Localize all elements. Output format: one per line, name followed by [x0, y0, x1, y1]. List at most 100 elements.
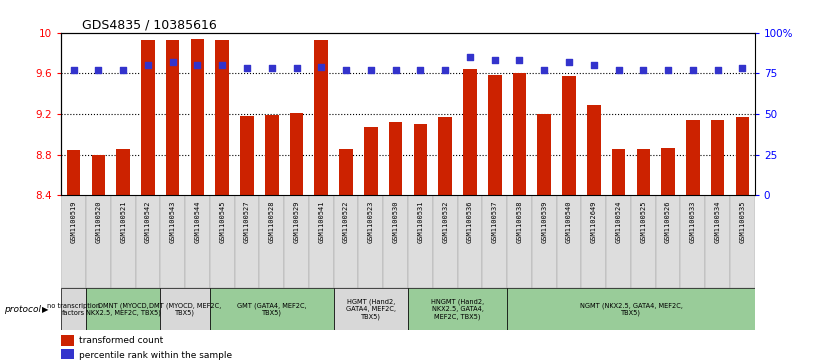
Text: GSM1100543: GSM1100543	[170, 200, 175, 242]
Bar	[661, 148, 675, 195]
Text: DMNT (MYOCD,
NKX2.5, MEF2C, TBX5): DMNT (MYOCD, NKX2.5, MEF2C, TBX5)	[86, 302, 161, 317]
Text: GSM1100545: GSM1100545	[220, 200, 225, 242]
Bar	[61, 289, 86, 330]
Point	[67, 67, 80, 73]
Bar	[681, 195, 705, 289]
Bar	[61, 349, 73, 359]
Bar	[240, 116, 254, 195]
Point	[117, 67, 130, 73]
Bar	[86, 195, 111, 289]
Bar	[185, 195, 210, 289]
Point	[92, 67, 105, 73]
Text: GSM1100538: GSM1100538	[517, 200, 522, 242]
Point	[215, 62, 228, 68]
Point	[141, 62, 154, 68]
Point	[736, 66, 749, 72]
Point	[612, 67, 625, 73]
Bar	[463, 69, 477, 195]
Bar	[67, 150, 81, 195]
Bar	[507, 289, 755, 330]
Bar	[235, 195, 259, 289]
Bar	[587, 105, 601, 195]
Point	[389, 67, 402, 73]
Bar	[488, 76, 502, 195]
Bar	[334, 289, 408, 330]
Text: GSM1100536: GSM1100536	[467, 200, 473, 242]
Text: no transcription
factors: no transcription factors	[47, 303, 100, 316]
Bar	[364, 127, 378, 195]
Bar	[458, 195, 482, 289]
Text: GSM1100520: GSM1100520	[95, 200, 101, 242]
Text: HGMT (Hand2,
GATA4, MEF2C,
TBX5): HGMT (Hand2, GATA4, MEF2C, TBX5)	[346, 299, 396, 320]
Text: GSM1100526: GSM1100526	[665, 200, 671, 242]
Text: GSM1100521: GSM1100521	[120, 200, 126, 242]
Bar	[141, 40, 155, 195]
Bar	[86, 289, 160, 330]
Text: GSM1100530: GSM1100530	[392, 200, 398, 242]
Text: GSM1100522: GSM1100522	[343, 200, 349, 242]
Bar	[210, 195, 235, 289]
Text: GSM1100523: GSM1100523	[368, 200, 374, 242]
Text: GSM1100531: GSM1100531	[418, 200, 424, 242]
Text: GSM1100528: GSM1100528	[268, 200, 275, 242]
Bar	[111, 195, 135, 289]
Text: GSM1100544: GSM1100544	[194, 200, 201, 242]
Bar	[314, 40, 328, 195]
Text: GSM1100533: GSM1100533	[690, 200, 696, 242]
Bar	[408, 289, 507, 330]
Text: protocol: protocol	[4, 305, 41, 314]
Point	[265, 66, 278, 72]
Point	[488, 57, 501, 63]
Bar	[191, 39, 204, 195]
Text: GDS4835 / 10385616: GDS4835 / 10385616	[82, 19, 217, 32]
Bar	[631, 195, 656, 289]
Bar	[582, 195, 606, 289]
Text: GSM1100542: GSM1100542	[145, 200, 151, 242]
Text: NGMT (NKX2.5, GATA4, MEF2C,
TBX5): NGMT (NKX2.5, GATA4, MEF2C, TBX5)	[579, 302, 682, 317]
Text: percentile rank within the sample: percentile rank within the sample	[78, 351, 232, 359]
Bar	[705, 195, 730, 289]
Bar	[735, 117, 749, 195]
Bar	[507, 195, 532, 289]
Bar	[711, 120, 725, 195]
Bar	[606, 195, 631, 289]
Point	[364, 67, 377, 73]
Bar	[334, 195, 358, 289]
Bar	[259, 195, 284, 289]
Bar	[384, 195, 408, 289]
Text: GMT (GATA4, MEF2C,
TBX5): GMT (GATA4, MEF2C, TBX5)	[237, 302, 307, 317]
Bar	[730, 195, 755, 289]
Text: GSM1100529: GSM1100529	[294, 200, 299, 242]
Bar	[309, 195, 334, 289]
Bar	[432, 195, 458, 289]
Bar	[557, 195, 581, 289]
Bar	[408, 195, 432, 289]
Text: GSM1100524: GSM1100524	[615, 200, 622, 242]
Bar	[284, 195, 309, 289]
Point	[538, 67, 551, 73]
Bar	[160, 195, 185, 289]
Point	[315, 64, 328, 70]
Bar	[438, 117, 452, 195]
Point	[339, 67, 353, 73]
Text: GSM1100532: GSM1100532	[442, 200, 448, 242]
Point	[166, 59, 180, 65]
Bar	[135, 195, 160, 289]
Text: GSM1100519: GSM1100519	[71, 200, 77, 242]
Point	[513, 57, 526, 63]
Text: HNGMT (Hand2,
NKX2.5, GATA4,
MEF2C, TBX5): HNGMT (Hand2, NKX2.5, GATA4, MEF2C, TBX5…	[431, 299, 484, 320]
Bar	[562, 77, 576, 195]
Bar	[414, 124, 428, 195]
Bar	[61, 195, 86, 289]
Bar	[482, 195, 507, 289]
Point	[241, 66, 254, 72]
Bar	[166, 40, 180, 195]
Bar	[532, 195, 557, 289]
Bar	[339, 148, 353, 195]
Text: GSM1100541: GSM1100541	[318, 200, 324, 242]
Bar	[686, 120, 699, 195]
Text: GSM1102649: GSM1102649	[591, 200, 596, 242]
Point	[439, 67, 452, 73]
Bar	[388, 122, 402, 195]
Bar	[512, 73, 526, 195]
